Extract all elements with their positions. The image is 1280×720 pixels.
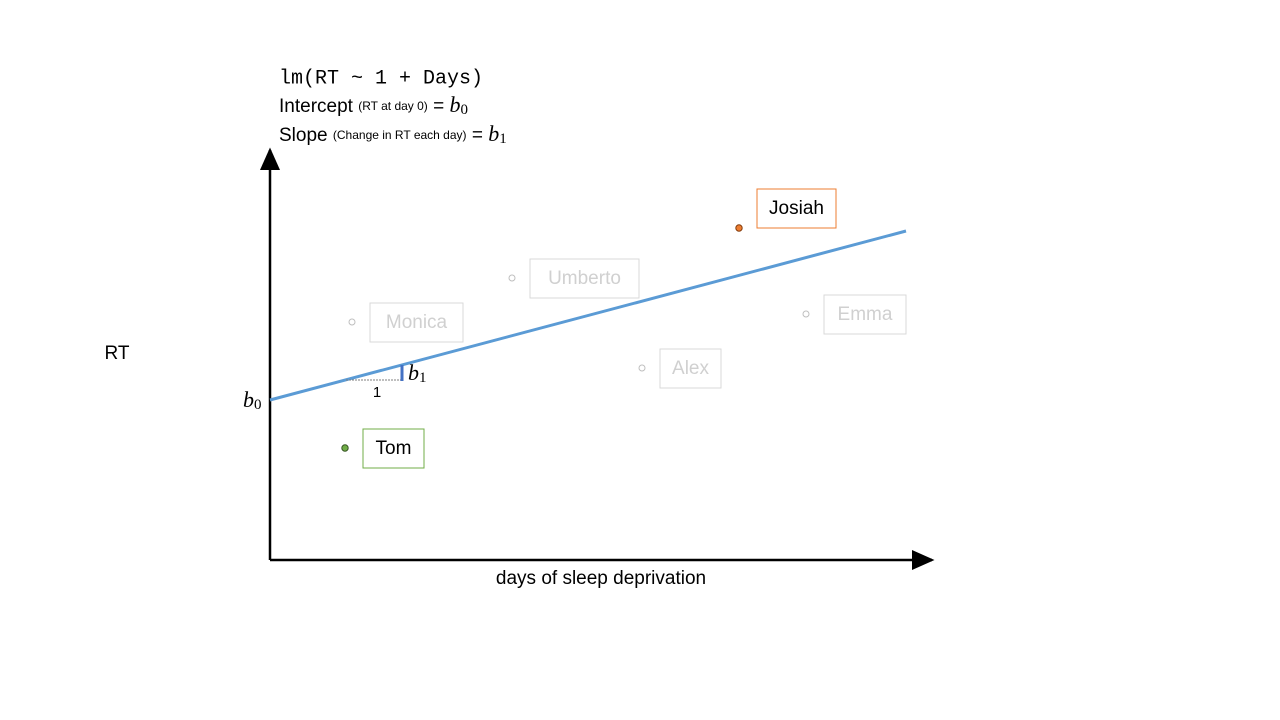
subscript: 0 — [460, 102, 468, 118]
point-box — [369, 302, 464, 343]
point-box — [659, 348, 722, 389]
y-axis-label: RT — [105, 343, 130, 364]
b0-label: b0 — [243, 387, 262, 413]
point-dot — [802, 310, 810, 318]
b1-label: b1 — [408, 360, 427, 386]
point-dot — [341, 444, 349, 452]
run-label: 1 — [373, 384, 381, 401]
point-dot — [348, 318, 356, 326]
subscript: 1 — [499, 131, 507, 147]
slope-note: (Change in RT each day) — [333, 128, 467, 142]
slope-line: Slope (Change in RT each day) = b1 — [279, 121, 507, 147]
point-dot — [508, 274, 516, 282]
x-axis-label: days of sleep deprivation — [496, 568, 706, 589]
point-label: Umberto — [548, 268, 621, 289]
point-label: Josiah — [769, 198, 824, 219]
point-box — [529, 258, 640, 299]
point-dot — [735, 224, 743, 232]
equals: = — [433, 96, 444, 117]
point-box — [756, 188, 837, 229]
point-box — [823, 294, 907, 335]
symbol: b — [408, 360, 419, 385]
intercept-label: Intercept — [279, 96, 354, 117]
intercept-line: Intercept (RT at day 0) = b0 — [279, 92, 468, 118]
point-label: Emma — [838, 304, 893, 325]
symbol: b — [449, 92, 460, 117]
intercept-note: (RT at day 0) — [358, 99, 428, 113]
point-label: Tom — [376, 438, 412, 459]
equals: = — [472, 125, 483, 146]
symbol: b — [488, 121, 499, 146]
subscript: 0 — [254, 397, 262, 413]
slope-label: Slope — [279, 125, 328, 146]
point-label: Alex — [672, 358, 709, 379]
formula: lm(RT ~ 1 + Days) — [279, 67, 483, 90]
point-label: Monica — [386, 312, 448, 333]
regression-line — [269, 229, 907, 402]
subscript: 1 — [419, 370, 427, 386]
symbol: b — [243, 387, 254, 412]
point-dot — [638, 364, 646, 372]
point-box — [362, 428, 425, 469]
